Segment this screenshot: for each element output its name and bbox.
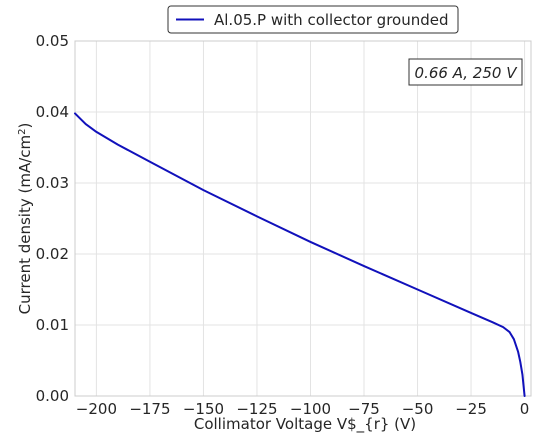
plot-frame — [74, 40, 532, 397]
y-tick-label: 0.02 — [36, 245, 69, 263]
annotation-box — [408, 58, 523, 86]
x-tick-label: −75 — [348, 400, 380, 418]
legend-label: Al.05.P with collector grounded — [214, 11, 449, 29]
x-tick-label: −125 — [236, 400, 277, 418]
y-tick-label: 0.04 — [36, 103, 69, 121]
x-tick-label: −175 — [129, 400, 170, 418]
x-tick-label: −200 — [76, 400, 117, 418]
legend-box — [167, 5, 459, 34]
y-axis-label: Current density (mA/cm2) — [16, 123, 34, 315]
x-tick-label: 0 — [520, 400, 530, 418]
grid — [75, 40, 531, 397]
y-tick-label: 0.03 — [36, 174, 69, 192]
x-tick-label: −100 — [290, 400, 331, 418]
y-tick-label: 0.05 — [36, 32, 69, 50]
series-line — [74, 112, 526, 397]
y-tick-label: 0.00 — [36, 387, 69, 405]
x-tick-labels: −200 −175 −150 −125 −100 −75 −50 −25 0 — [76, 400, 530, 418]
series-layer — [74, 112, 526, 397]
x-tick-label: −50 — [402, 400, 434, 418]
x-tick-label: −150 — [183, 400, 224, 418]
annotation-text: 0.66 A, 250 V — [415, 64, 519, 82]
annotation: 0.66 A, 250 V — [408, 58, 523, 86]
x-tick-label: −25 — [455, 400, 487, 418]
y-tick-labels: 0.00 0.01 0.02 0.03 0.04 0.05 — [36, 32, 69, 405]
x-axis-label: Collimator Voltage V$_{r} (V) — [194, 415, 416, 434]
legend: Al.05.P with collector grounded — [167, 5, 459, 34]
y-tick-label: 0.01 — [36, 316, 69, 334]
